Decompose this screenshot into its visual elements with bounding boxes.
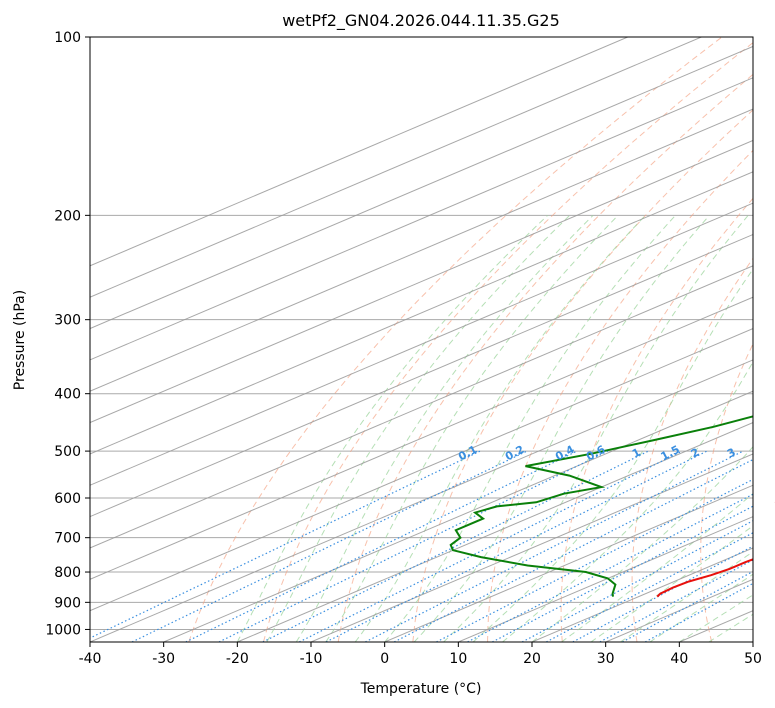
moist-adiabat	[236, 214, 549, 642]
x-tick-label: -30	[152, 651, 175, 667]
x-axis-label: Temperature (°C)	[360, 681, 482, 697]
mixing-ratio-line	[492, 505, 753, 642]
isotherm	[90, 359, 753, 642]
dry-adiabat	[337, 73, 753, 642]
dry-adiabat	[188, 37, 723, 642]
isotherm	[90, 139, 753, 424]
x-tick-label: 10	[449, 651, 467, 667]
x-tick-label: 30	[597, 651, 615, 667]
isotherm	[384, 484, 753, 642]
moist-adiabat	[325, 214, 619, 642]
plot-area	[90, 37, 753, 642]
isotherm	[90, 202, 753, 486]
moist-adiabat	[561, 492, 753, 642]
y-tick-label: 600	[54, 491, 81, 507]
plot-frame	[89, 36, 754, 643]
y-tick-label: 900	[54, 595, 81, 611]
moist-adiabats	[236, 214, 753, 642]
y-axis-label: Pressure (hPa)	[12, 290, 28, 390]
dry-adiabat	[560, 197, 753, 642]
x-tick-label: -20	[226, 651, 249, 667]
moist-adiabat	[413, 214, 710, 642]
mixing-ratio-line	[325, 450, 708, 642]
mixing-ratio-line	[599, 559, 753, 642]
isotherm	[90, 296, 753, 580]
moist-adiabat	[384, 214, 676, 642]
moist-adiabat	[531, 446, 753, 642]
isotherm	[163, 390, 753, 642]
isotherms	[90, 37, 753, 642]
mixing-ratio-line	[644, 582, 753, 642]
isotherm	[90, 45, 753, 330]
isotherm	[90, 37, 628, 267]
y-tick-label: 700	[54, 531, 81, 547]
y-tick-label: 400	[54, 387, 81, 403]
x-tick-label: 50	[744, 651, 762, 667]
isotherm	[90, 37, 702, 298]
isotherm	[90, 327, 753, 612]
moist-adiabat	[472, 268, 753, 642]
x-axis-ticks: -40 -30 -20 -10 0 10 20 30 40 50	[79, 642, 762, 667]
moist-adiabat	[295, 214, 594, 642]
dry-adiabat	[631, 257, 753, 642]
y-tick-label: 100	[54, 30, 81, 46]
dry-adiabat	[487, 149, 753, 642]
x-tick-label: 0	[380, 651, 389, 667]
isotherm	[237, 422, 753, 642]
isotherm	[310, 453, 753, 642]
chart-title: wetPf2_GN04.2026.044.11.35.G25	[282, 11, 560, 31]
isotherm	[90, 171, 753, 455]
isotherm	[90, 233, 753, 518]
y-tick-label: 300	[54, 313, 81, 329]
isotherm-label: 10	[772, 490, 775, 510]
isotherm	[458, 516, 753, 642]
y-tick-label: 200	[54, 208, 81, 224]
mixing-ratio-line	[185, 450, 578, 642]
isotherm	[90, 108, 753, 392]
profile-series	[449, 415, 753, 598]
moist-adiabat	[443, 214, 749, 642]
dewpoint-line	[449, 415, 753, 597]
isotherm	[90, 77, 753, 361]
y-tick-label: 500	[54, 444, 81, 460]
x-tick-label: 20	[523, 651, 541, 667]
dry-adiabat	[263, 41, 753, 642]
y-axis-ticks: 100 200 300 400 500 600 700 800 900 1000	[45, 30, 90, 638]
x-tick-label: -40	[79, 651, 102, 667]
x-tick-label: -10	[300, 651, 323, 667]
y-tick-label: 1000	[45, 622, 81, 638]
x-tick-label: 40	[670, 651, 688, 667]
mixing-ratio-line	[393, 458, 753, 642]
mixing-ratio-line	[218, 450, 609, 642]
y-tick-label: 800	[54, 565, 81, 581]
moist-adiabat	[266, 214, 571, 642]
mixing-ratio-line	[298, 450, 683, 642]
mixing-ratio-line	[90, 450, 481, 639]
temperature-line	[656, 558, 753, 598]
moist-adiabat	[354, 214, 646, 642]
isotherm	[90, 265, 753, 549]
mixing-ratio-line	[622, 570, 753, 642]
